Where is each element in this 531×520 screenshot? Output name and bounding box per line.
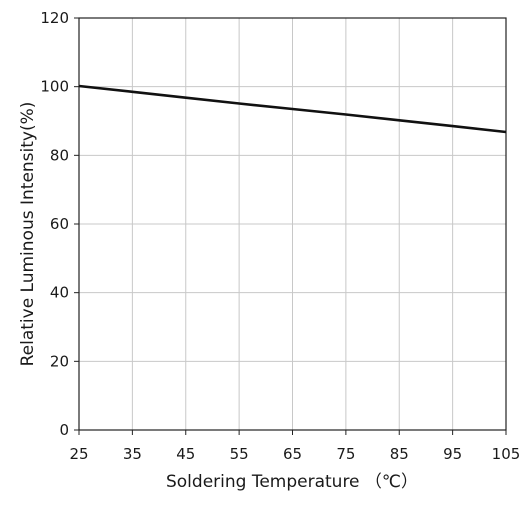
x-tick-label: 85 [390, 445, 409, 463]
grid-lines [79, 18, 506, 430]
x-tick-label: 105 [492, 445, 521, 463]
y-tick-label: 20 [50, 352, 69, 370]
y-tick-label: 40 [50, 284, 69, 302]
axis-ticks: 25 35 45 55 65 75 85 95 105 0 20 40 60 80 100 120 [40, 9, 520, 463]
y-tick-label: 100 [40, 78, 69, 96]
series-line-0 [78, 84, 507, 134]
y-axis-title: Relative Luminous Intensity(%) [18, 102, 38, 367]
y-tick-label: 0 [59, 421, 69, 439]
y-tick-label: 80 [50, 146, 69, 164]
series-layer [78, 84, 507, 134]
x-tick-label: 95 [443, 445, 462, 463]
x-tick-label: 45 [176, 445, 195, 463]
x-tick-label: 75 [336, 445, 355, 463]
x-axis-title: Soldering Temperature （℃） [166, 472, 418, 492]
x-tick-label: 65 [283, 445, 302, 463]
x-tick-label: 35 [123, 445, 142, 463]
y-tick-label: 60 [50, 215, 69, 233]
x-tick-label: 55 [230, 445, 249, 463]
x-tick-label: 25 [69, 445, 88, 463]
y-tick-label: 120 [40, 9, 69, 27]
